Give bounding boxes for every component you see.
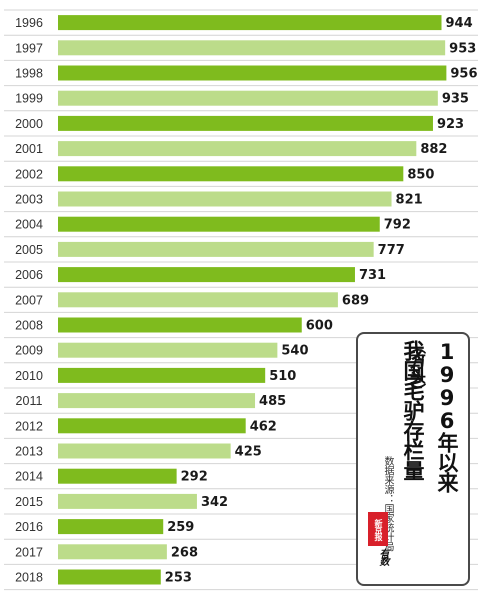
title-panel: 1996年以来 我国毛驴存栏量 数据来源：国家统计局 新京报 有数 [356,332,470,586]
value-label-2011: 485 [259,394,286,409]
year-label-2002: 2002 [15,167,43,181]
publisher-logo-red: 新京报 [368,512,388,546]
year-label-2008: 2008 [15,319,43,333]
bar-2004 [58,216,380,232]
year-labels: 1996 1997 1998 1999 2000 2001 2002 2003 2004 2005… [15,16,43,584]
value-label-2007: 689 [342,293,369,308]
year-label-1997: 1997 [15,41,43,55]
bar-2002 [58,166,404,182]
year-label-2006: 2006 [15,268,43,282]
data-source: 数据来源：国家统计局 [382,456,393,551]
chart-unit: （万头） [407,338,426,398]
year-label-2004: 2004 [15,218,43,232]
value-label-2016: 259 [167,520,194,535]
value-label-2012: 462 [250,419,277,434]
year-label-2014: 2014 [15,470,43,484]
bar-2018 [58,569,161,585]
value-labels: 944 953 956 935 923 882 850 821 792 777 731 689 600 5… [165,16,478,585]
bar-2007 [58,292,338,308]
year-label-2016: 2016 [15,520,43,534]
year-label-1998: 1998 [15,67,43,81]
bar-1999 [58,90,438,106]
value-label-2009: 540 [281,344,308,359]
bars [58,15,447,585]
year-label-2017: 2017 [15,545,43,559]
value-label-2013: 425 [235,445,262,460]
value-label-1999: 935 [442,92,469,107]
value-label-1997: 953 [449,41,476,56]
year-label-2015: 2015 [15,495,43,509]
bar-2005 [58,241,374,257]
bar-2011 [58,393,256,409]
bar-2013 [58,443,231,459]
value-label-2008: 600 [306,319,333,334]
value-label-2001: 882 [420,142,447,157]
value-label-2017: 268 [171,545,198,560]
bar-1996 [58,15,442,31]
bar-2016 [58,519,164,535]
value-label-2006: 731 [359,268,386,283]
value-label-2002: 850 [407,167,434,182]
bar-2017 [58,544,167,560]
bar-2008 [58,317,302,333]
year-label-1996: 1996 [15,16,43,30]
value-label-2010: 510 [269,369,296,384]
year-label-2012: 2012 [15,419,43,433]
value-label-1996: 944 [446,16,473,31]
value-label-2014: 292 [181,470,208,485]
year-label-2011: 2011 [16,394,43,408]
chart-title-line2: 我国毛驴存栏量 [401,340,425,480]
bar-2014 [58,468,177,484]
bar-2015 [58,493,197,509]
bar-2003 [58,191,392,207]
chart-title-line1: 1996年以来 [435,340,459,492]
year-label-2018: 2018 [15,571,43,585]
publisher-logo: 新京报 有数 [364,512,394,580]
bar-2010 [58,367,266,383]
value-label-2003: 821 [396,193,423,208]
value-label-1998: 956 [450,67,477,82]
year-label-2005: 2005 [15,243,43,257]
bar-2006 [58,267,355,283]
year-label-2001: 2001 [15,142,43,156]
publisher-logo-script: 有数 [377,548,388,564]
bar-2009 [58,342,278,358]
value-label-2000: 923 [437,117,464,132]
value-label-2004: 792 [384,218,411,233]
value-label-2005: 777 [378,243,405,258]
value-label-2018: 253 [165,571,192,586]
year-label-2010: 2010 [15,369,43,383]
year-label-2007: 2007 [15,293,43,307]
year-label-2003: 2003 [15,193,43,207]
value-label-2015: 342 [201,495,228,510]
bar-1998 [58,65,447,81]
year-label-2009: 2009 [15,344,43,358]
bar-2001 [58,141,417,157]
year-label-2013: 2013 [15,445,43,459]
year-label-2000: 2000 [15,117,43,131]
bar-1997 [58,40,446,56]
year-label-1999: 1999 [15,92,43,106]
bar-2000 [58,115,433,131]
bar-2012 [58,418,246,434]
